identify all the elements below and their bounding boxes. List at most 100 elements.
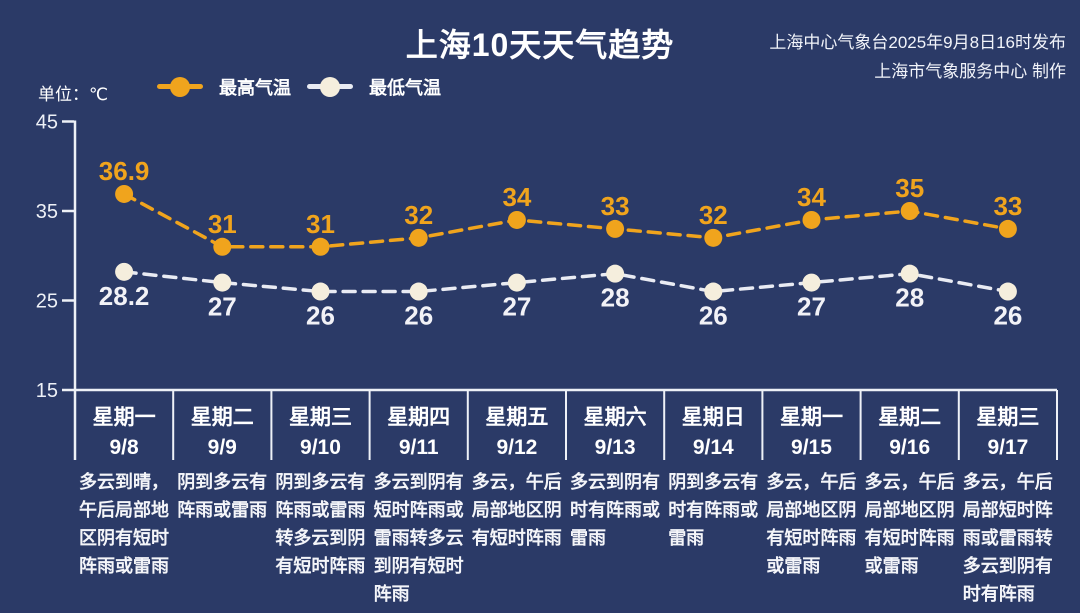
low-temp-value: 26: [699, 301, 728, 331]
low-temp-point: [606, 264, 625, 283]
high-temp-value: 32: [699, 200, 728, 230]
publisher-line2: 上海市气象服务中心 制作: [874, 62, 1066, 81]
date-label: 9/11: [398, 436, 439, 459]
legend-label-low: 最低气温: [369, 78, 441, 98]
high-temp-point: [998, 219, 1017, 238]
unit-label: 单位：℃: [38, 85, 109, 104]
high-temp-value: 35: [895, 173, 924, 203]
weekday-label: 星期一: [92, 406, 156, 429]
y-tick-label: 15: [36, 380, 58, 402]
legend-item-low: 最低气温: [307, 74, 441, 100]
high-temp-value: 32: [404, 200, 433, 230]
date-label: 9/12: [496, 436, 538, 459]
high-temp-value: 36.9: [99, 156, 150, 186]
weather-description: 阴到多云有时有阵雨或雷雨: [668, 472, 759, 548]
date-label: 9/14: [692, 436, 734, 459]
legend: 最高气温 最低气温: [157, 74, 441, 100]
day-column: 星期一 9/8 多云到晴，午后局部地区阴有短时阵雨或雷雨: [75, 390, 173, 613]
date-label: 9/9: [207, 436, 237, 459]
low-temp-point: [998, 282, 1017, 301]
high-temp-point: [409, 228, 428, 247]
high-temp-value: 33: [601, 191, 630, 221]
day-column: 星期三 9/17 多云，午后局部短时阵雨或雷雨转多云到阴有时有阵雨: [959, 390, 1057, 613]
high-series-marker-icon: [157, 77, 203, 97]
y-tick-label: 25: [36, 291, 58, 313]
day-column: 星期六 9/13 多云到阴有时有阵雨或雷雨: [566, 390, 664, 613]
high-marker-dot: [170, 77, 190, 97]
high-temp-value: 34: [502, 182, 531, 212]
high-temp-point: [802, 210, 821, 229]
date-label: 9/15: [791, 436, 832, 459]
weekday-label: 星期二: [878, 406, 942, 429]
weather-description: 多云，午后局部地区阴有短时阵雨: [471, 472, 562, 548]
day-column: 星期四 9/11 多云到阴有短时阵雨或雷雨转多云到阴有短时阵雨: [370, 390, 468, 613]
low-temp-point: [409, 282, 428, 301]
low-temp-value: 26: [404, 301, 433, 331]
weather-description: 阴到多云有阵雨或雷雨转多云到阴有短时阵雨: [275, 472, 366, 576]
low-temp-value: 27: [208, 292, 237, 322]
date-label: 9/17: [987, 436, 1029, 459]
page-title: 上海10天天气趋势: [405, 27, 675, 63]
legend-item-high: 最高气温: [157, 74, 291, 100]
weekday-label: 星期五: [485, 406, 549, 429]
day-column: 星期二 9/9 阴到多云有阵雨或雷雨: [173, 390, 271, 613]
high-temp-point: [311, 237, 330, 256]
y-tick-label: 35: [36, 201, 58, 223]
weather-description: 多云到阴有时有阵雨或雷雨: [570, 472, 660, 548]
high-temp-point: [606, 219, 625, 238]
weather-description: 多云到晴，午后局部地区阴有短时阵雨或雷雨: [79, 472, 169, 576]
low-temp-point: [900, 264, 919, 283]
day-column: 星期五 9/12 多云，午后局部地区阴有短时阵雨: [468, 390, 566, 613]
high-temp-point: [507, 210, 526, 229]
weekday-label: 星期三: [976, 406, 1040, 429]
low-marker-dot: [320, 77, 340, 97]
low-temp-value: 28: [895, 283, 924, 313]
low-temp-line: [122, 270, 1010, 294]
publisher-line1: 上海中心气象台2025年9月8日16时发布: [769, 33, 1066, 52]
weekday-label: 星期二: [190, 406, 254, 429]
day-column: 星期日 9/14 阴到多云有时有阵雨或雷雨: [664, 390, 762, 613]
day-column: 星期三 9/10 阴到多云有阵雨或雷雨转多云到阴有短时阵雨: [271, 390, 369, 613]
weekday-label: 星期一: [779, 406, 843, 429]
low-temp-point: [704, 282, 723, 301]
low-temp-value: 27: [797, 292, 826, 322]
low-temp-value: 28: [601, 283, 630, 313]
high-temp-value: 31: [208, 209, 237, 239]
high-temp-point: [213, 237, 232, 256]
high-temp-line: [122, 192, 1010, 249]
weather-description: 多云，午后局部地区阴有短时阵雨或雷雨: [766, 472, 857, 576]
high-temp-value: 33: [993, 191, 1022, 221]
weekday-label: 星期六: [583, 406, 647, 429]
high-temp-point: [115, 184, 134, 203]
low-temp-point: [213, 273, 232, 292]
low-temp-point: [115, 262, 134, 281]
weather-description: 阴到多云有阵雨或雷雨: [177, 472, 268, 520]
weekday-label: 星期三: [288, 406, 352, 429]
date-label: 9/10: [300, 436, 341, 459]
weekday-label: 星期四: [387, 406, 451, 429]
low-series-marker-icon: [307, 77, 353, 97]
day-column: 星期二 9/16 多云，午后局部地区阴有短时阵雨或雷雨: [861, 390, 959, 613]
y-tick-label: 45: [36, 112, 58, 134]
high-temp-value: 34: [797, 182, 826, 212]
day-column: 星期一 9/15 多云，午后局部地区阴有短时阵雨或雷雨: [762, 390, 860, 613]
date-label: 9/13: [594, 436, 636, 459]
weather-description: 多云到阴有短时阵雨或雷雨转多云到阴有短时阵雨: [373, 472, 464, 604]
low-temp-point: [311, 282, 330, 301]
high-temp-point: [900, 202, 919, 220]
low-temp-point: [802, 273, 821, 292]
weekday-label: 星期日: [681, 406, 745, 429]
legend-label-high: 最高气温: [219, 78, 291, 98]
low-temp-value: 27: [502, 292, 531, 322]
high-temp-value: 31: [306, 209, 335, 239]
publisher-info: 上海中心气象台2025年9月8日16时发布 上海市气象服务中心 制作: [769, 28, 1066, 86]
low-temp-value: 28.2: [99, 281, 150, 311]
low-temp-value: 26: [993, 301, 1022, 331]
low-temp-value: 26: [306, 301, 335, 331]
high-temp-point: [704, 228, 723, 247]
date-label: 9/8: [109, 436, 139, 459]
low-temp-point: [507, 273, 526, 292]
weather-description: 多云，午后局部短时阵雨或雷雨转多云到阴有时有阵雨: [962, 472, 1053, 604]
